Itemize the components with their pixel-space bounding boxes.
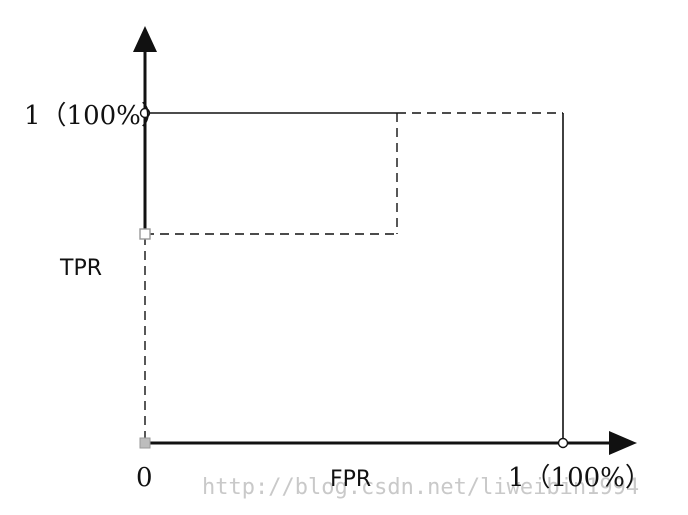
origin-label: 0 [136, 463, 153, 493]
y-axis-label: TPR [59, 256, 102, 281]
watermark-text: http://blog.csdn.net/liweibin1994 [202, 475, 639, 500]
y-max-label: 1（100%） [24, 101, 167, 131]
x-max-label: 1（100%） [508, 463, 651, 493]
x-axis-arrow-icon [609, 431, 637, 455]
origin-marker [139, 437, 151, 449]
point-top-left-marker [139, 107, 151, 119]
x-axis-label: FPR [330, 467, 371, 492]
point-bottom-right-marker [557, 437, 569, 449]
y-axis-arrow-icon [133, 26, 157, 52]
point-mid-left-marker [139, 228, 151, 240]
